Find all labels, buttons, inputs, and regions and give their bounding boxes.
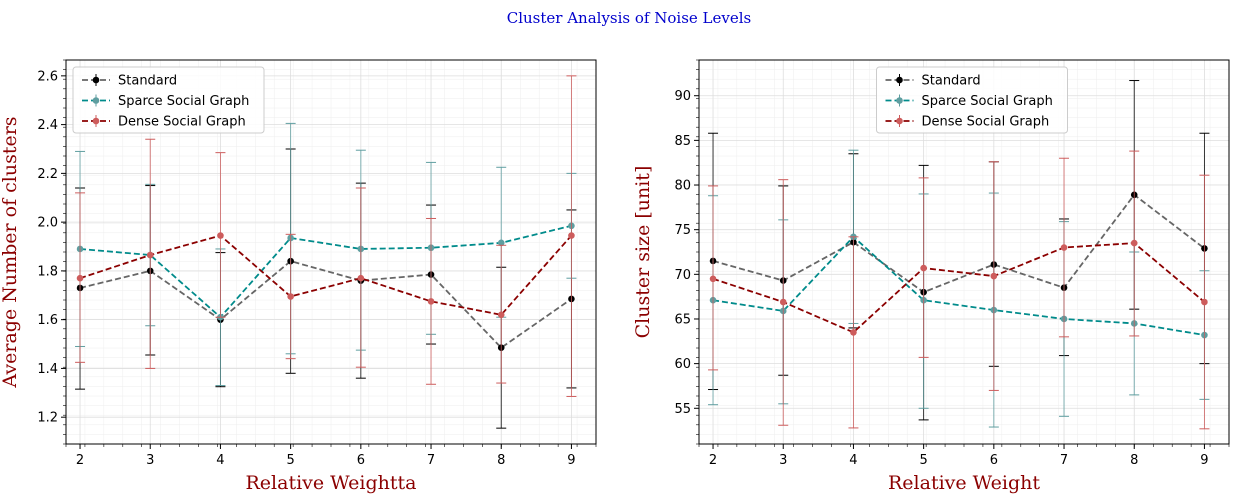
x-tick-label: 7 [1060, 453, 1068, 468]
x-tick-label: 2 [709, 453, 717, 468]
legend-marker [92, 76, 100, 84]
y-tick-label: 65 [674, 312, 691, 327]
data-point [357, 274, 365, 282]
legend-marker [896, 97, 903, 104]
x-tick-label: 3 [146, 453, 154, 468]
series-dense-social-graph [75, 75, 577, 397]
left-subplot: 2 3 4 5 6 7 8 9 1.2 1.4 1.6 1.8 2.0 2.2 2.4 2.6 Relative… [0, 59, 597, 494]
axes-frame [698, 59, 1230, 445]
data-point [497, 239, 505, 247]
figure-title: Cluster Analysis of Noise Levels [507, 9, 751, 27]
series-dense-social-graph [708, 150, 1210, 430]
series-line [79, 234, 573, 316]
legend-marker [896, 117, 903, 125]
x-tick-label: 9 [1200, 453, 1208, 468]
series-line [712, 193, 1205, 294]
x-tick-label: 6 [990, 453, 998, 468]
y-tick-label: 85 [674, 134, 691, 149]
y-tick-label: 1.2 [37, 411, 58, 426]
data-point [1060, 244, 1068, 251]
y-tick-label: 1.6 [37, 313, 58, 328]
y-tick-label: 1.4 [37, 362, 58, 377]
data-point [217, 232, 224, 239]
y-tick-label: 70 [674, 268, 691, 283]
legend-marker [92, 97, 100, 104]
data-point [146, 251, 154, 259]
y-tick-label: 60 [674, 357, 691, 372]
legend-marker [896, 76, 903, 84]
y-tick-label: 2.6 [37, 69, 58, 84]
y-tick-label: 2.2 [37, 167, 58, 182]
legend-item-dense-social-graph: Dense Social Graph [82, 115, 246, 130]
legend-item-standard: Standard [885, 74, 981, 89]
data-point [568, 232, 575, 239]
right-subplot: 2 3 4 5 6 7 8 9 55 60 65 70 75 80 85 90 Relative Weight C… [632, 59, 1230, 494]
x-tick-label: 7 [427, 453, 435, 468]
y-tick-label: 2.4 [37, 118, 58, 133]
data-point [427, 298, 435, 305]
legend-item-sparce-social-graph: Sparce Social Graph [885, 94, 1053, 109]
legend: Standard Sparce Social Graph Dense Social … [72, 66, 265, 134]
data-point [287, 293, 294, 300]
legend-label: Standard [118, 74, 177, 89]
data-point [1130, 239, 1138, 247]
legend-label: Dense Social Graph [922, 115, 1050, 130]
x-tick-label: 9 [567, 453, 575, 468]
x-tick-label: 2 [76, 453, 84, 468]
data-point [779, 298, 787, 306]
data-point [497, 311, 505, 319]
series-line [712, 242, 1206, 334]
x-tick-label: 4 [849, 453, 857, 468]
x-tick-label: 3 [779, 453, 787, 468]
data-point [990, 272, 998, 280]
data-point [920, 264, 927, 272]
x-tick-label: 8 [1130, 453, 1138, 468]
y-axis-label: Average Number of clusters [0, 116, 21, 388]
legend-box [876, 66, 1068, 134]
data-point [76, 274, 84, 282]
series-line [79, 260, 572, 349]
x-axis-ticks: 2 3 4 5 6 7 8 9 [65, 444, 597, 468]
y-axis-ticks: 55 60 65 70 75 80 85 90 [674, 59, 699, 445]
y-tick-label: 1.8 [37, 264, 58, 279]
y-tick-label: 55 [674, 402, 691, 417]
x-axis-label: Relative Weight [888, 472, 1040, 494]
x-tick-label: 5 [286, 453, 294, 468]
legend-label: Dense Social Graph [118, 115, 246, 130]
legend-item-sparce-social-graph: Sparce Social Graph [82, 94, 249, 109]
legend-label: Standard [922, 74, 981, 89]
y-tick-label: 90 [674, 89, 691, 104]
legend-label: Sparce Social Graph [118, 94, 249, 109]
legend-box [72, 66, 265, 134]
y-axis-label: Cluster size [unit] [632, 166, 654, 339]
data-point [1201, 298, 1208, 306]
series-line [79, 224, 572, 319]
y-tick-label: 75 [674, 223, 691, 238]
axes-frame [65, 59, 597, 445]
x-axis-label: Relative Weightta [246, 472, 417, 494]
x-tick-label: 6 [357, 453, 365, 468]
y-tick-label: 2.0 [37, 216, 58, 231]
legend-label: Sparce Social Graph [922, 94, 1053, 109]
data-point [850, 329, 857, 336]
x-tick-label: 5 [919, 453, 927, 468]
y-tick-label: 80 [674, 179, 691, 194]
legend-item-standard: Standard [82, 74, 177, 89]
legend-marker [92, 117, 100, 125]
legend-item-dense-social-graph: Dense Social Graph [885, 115, 1050, 130]
x-tick-label: 8 [497, 453, 505, 468]
legend: Standard Sparce Social Graph Dense Social … [876, 66, 1068, 134]
x-tick-label: 4 [216, 453, 224, 468]
data-point [709, 275, 717, 283]
